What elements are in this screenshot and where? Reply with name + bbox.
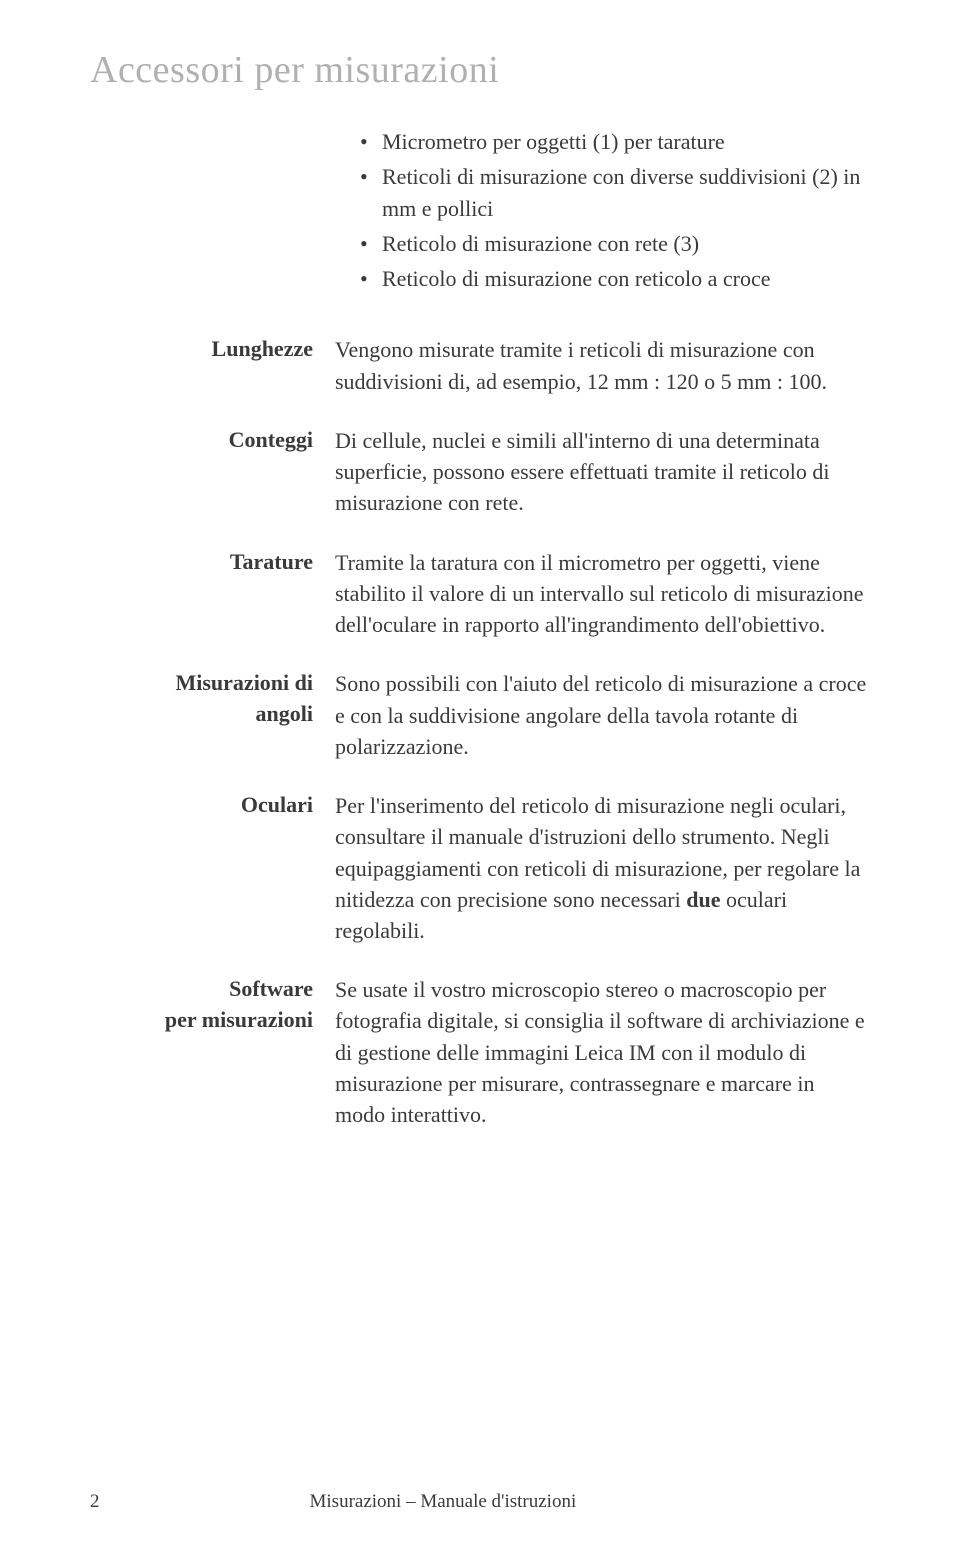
section-software: Software per misurazioni Se usate il vos… — [90, 974, 870, 1130]
page-number: 2 — [90, 1491, 100, 1513]
section-body: Tramite la taratura con il micrometro pe… — [335, 547, 870, 641]
body-text-bold: due — [686, 887, 720, 912]
bullet-item: Reticoli di misurazione con diverse sudd… — [360, 161, 870, 225]
section-label: Lunghezze — [90, 334, 313, 365]
section-body: Sono possibili con l'aiuto del reticolo … — [335, 668, 870, 762]
page-footer: 2 Misurazioni – Manuale d'istruzioni — [90, 1491, 870, 1513]
section-tarature: Tarature Tramite la taratura con il micr… — [90, 547, 870, 641]
section-label: Conteggi — [90, 425, 313, 456]
section-conteggi: Conteggi Di cellule, nuclei e simili all… — [90, 425, 870, 519]
bullet-item: Reticolo di misurazione con rete (3) — [360, 228, 870, 260]
section-label-line1: Software — [90, 974, 313, 1005]
section-oculari: Oculari Per l'inserimento del reticolo d… — [90, 790, 870, 946]
section-body: Se usate il vostro microscopio stereo o … — [335, 974, 870, 1130]
section-lunghezze: Lunghezze Vengono misurate tramite i ret… — [90, 334, 870, 396]
section-label: Tarature — [90, 547, 313, 578]
section-label-line2: per misurazioni — [90, 1005, 313, 1036]
section-body: Vengono misurate tramite i reticoli di m… — [335, 334, 870, 396]
section-body: Di cellule, nuclei e simili all'interno … — [335, 425, 870, 519]
accessory-bullet-list: Micrometro per oggetti (1) per tarature … — [360, 126, 870, 294]
section-label-line1: Misurazioni di — [90, 668, 313, 699]
section-body: Per l'inserimento del reticolo di misura… — [335, 790, 870, 946]
page-title: Accessori per misurazioni — [90, 48, 870, 92]
bullet-item: Reticolo di misurazione con reticolo a c… — [360, 263, 870, 295]
section-label-line2: angoli — [90, 699, 313, 730]
section-misurazioni-angoli: Misurazioni di angoli Sono possibili con… — [90, 668, 870, 762]
footer-doc-title: Misurazioni – Manuale d'istruzioni — [310, 1491, 577, 1513]
bullet-item: Micrometro per oggetti (1) per tarature — [360, 126, 870, 158]
section-label: Oculari — [90, 790, 313, 821]
